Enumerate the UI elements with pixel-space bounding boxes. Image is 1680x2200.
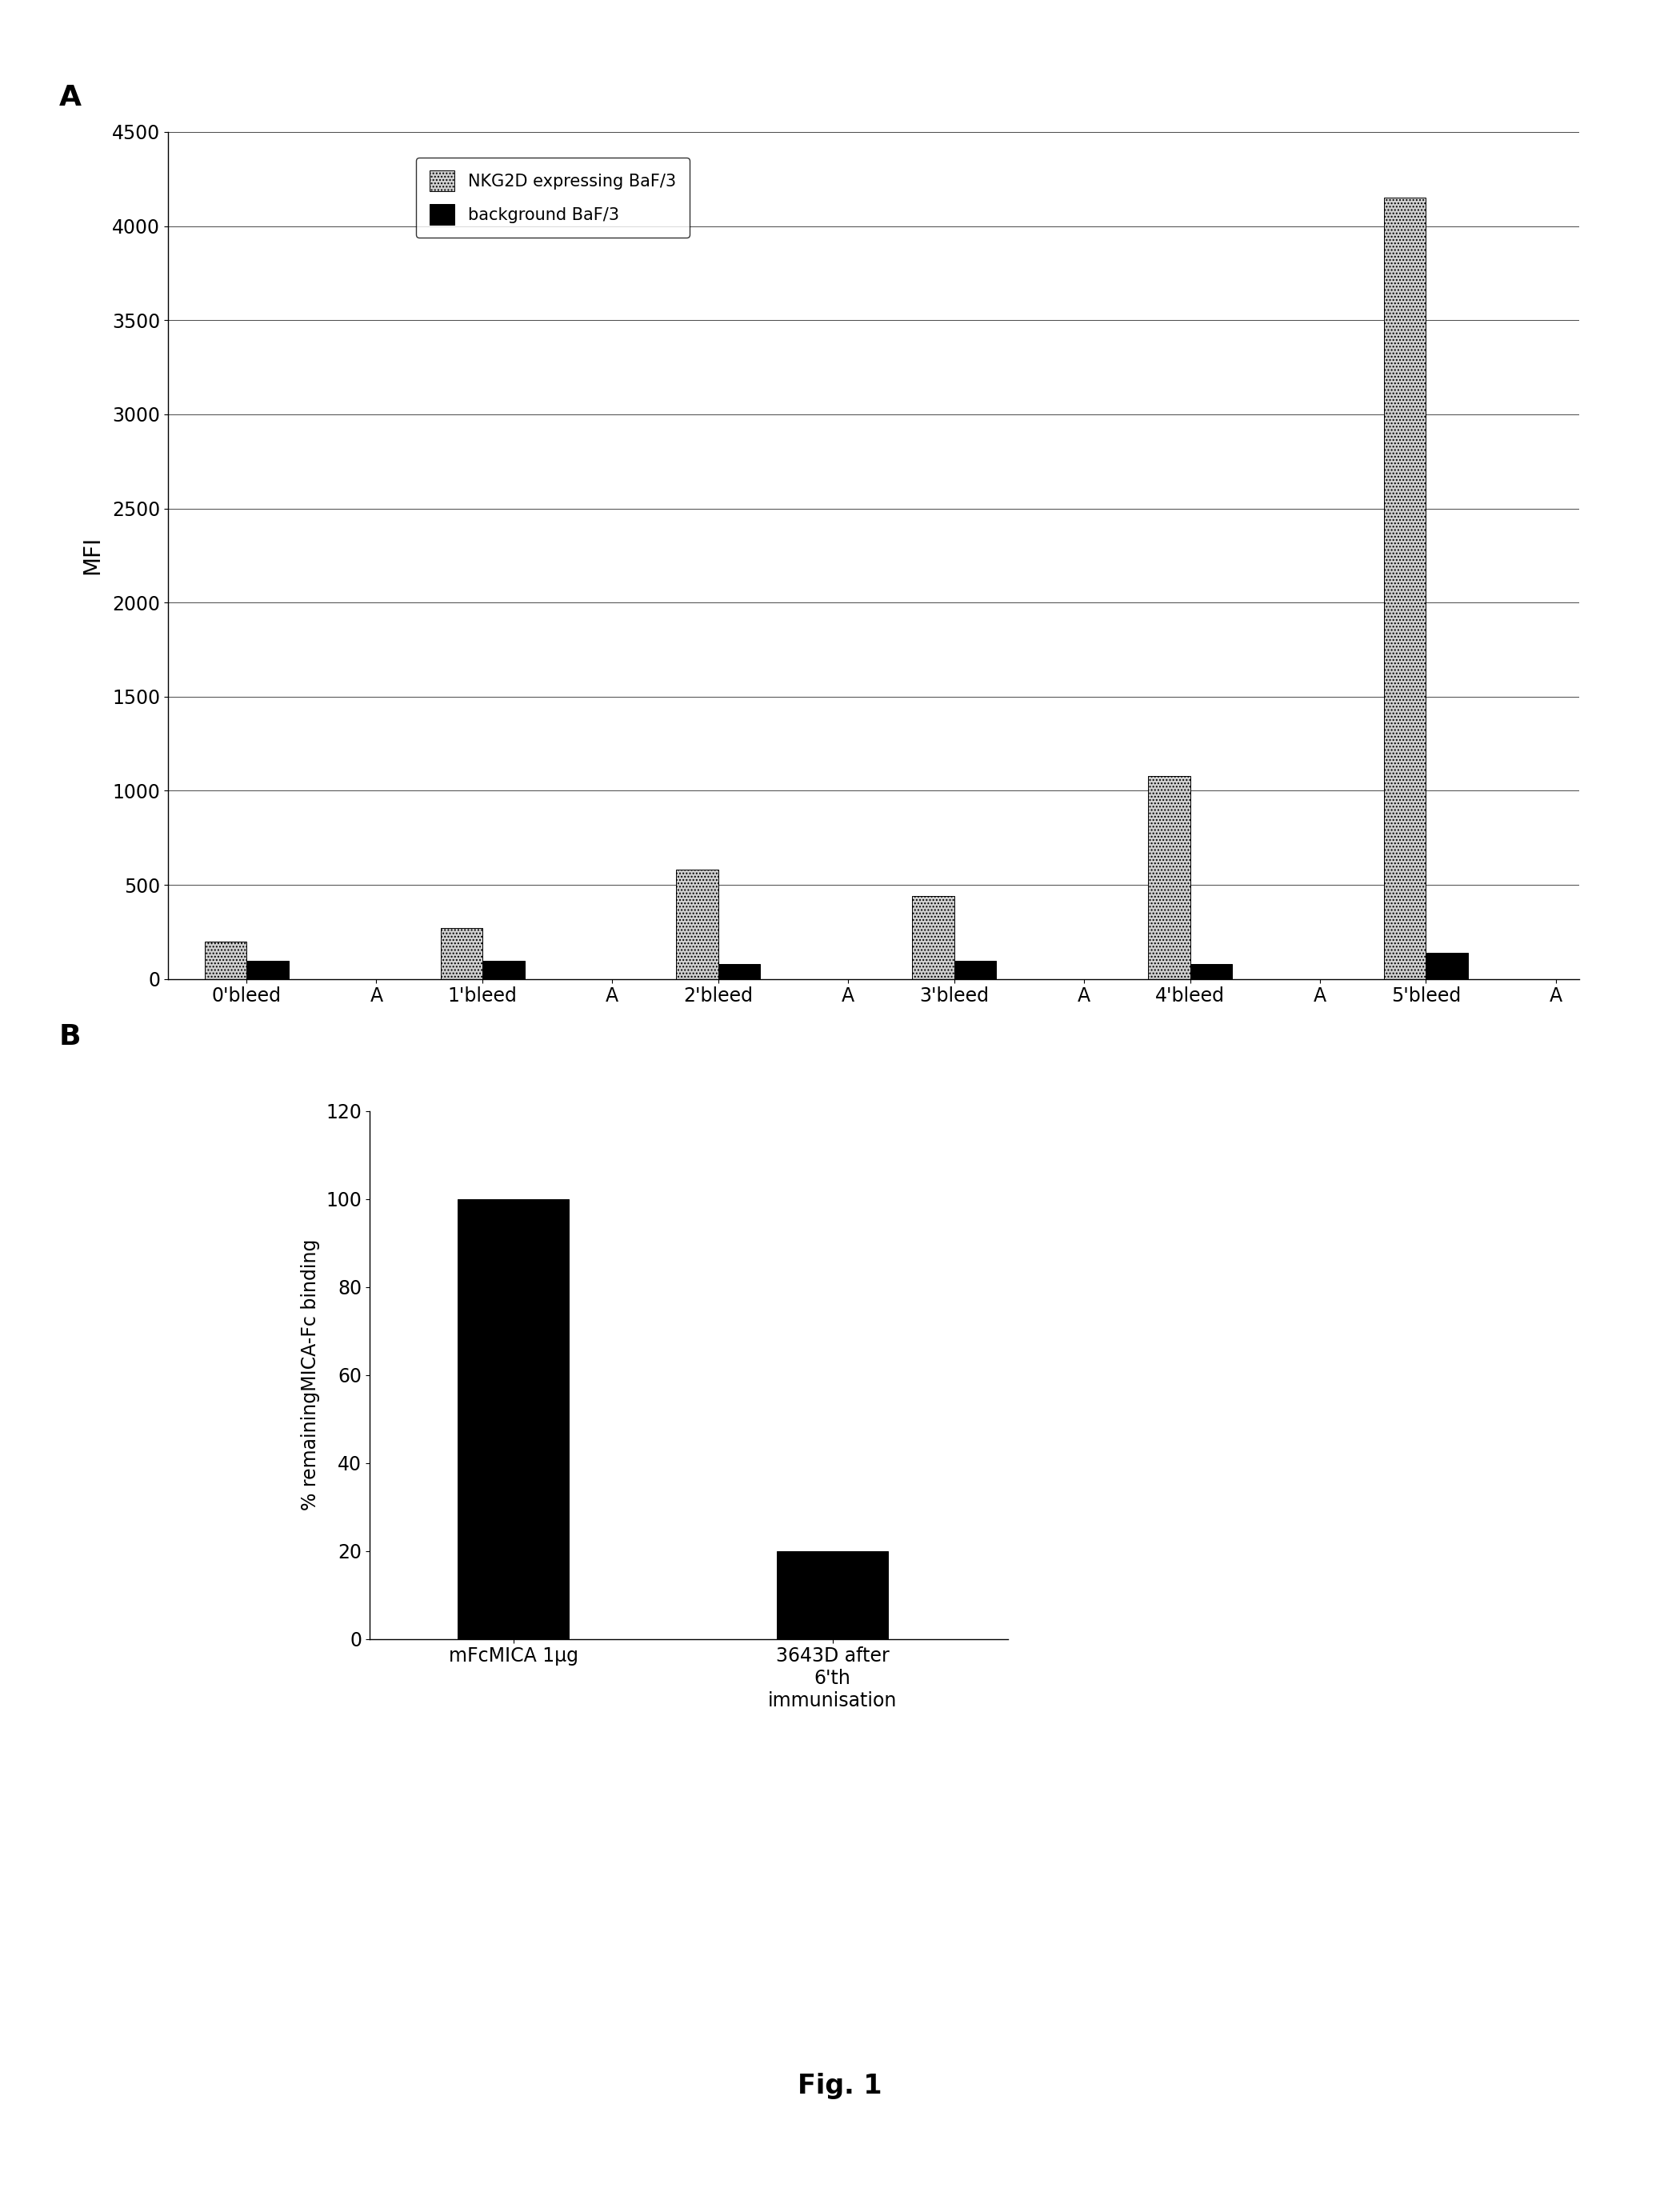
Bar xyxy=(1147,777,1189,979)
Text: Fig. 1: Fig. 1 xyxy=(798,2072,882,2099)
Y-axis label: % remainingMICA-Fc binding: % remainingMICA-Fc binding xyxy=(301,1239,321,1511)
Bar xyxy=(1426,953,1468,979)
Bar xyxy=(482,961,524,979)
Bar xyxy=(719,964,761,979)
Y-axis label: MFI: MFI xyxy=(81,537,102,574)
Bar xyxy=(1189,964,1231,979)
Bar xyxy=(776,1551,889,1639)
Text: B: B xyxy=(59,1023,81,1049)
Bar xyxy=(440,928,482,979)
Legend: NKG2D expressing BaF/3, background BaF/3: NKG2D expressing BaF/3, background BaF/3 xyxy=(417,156,689,238)
Bar xyxy=(457,1199,570,1639)
Bar xyxy=(1384,198,1426,979)
Bar xyxy=(912,895,954,979)
Bar xyxy=(677,869,719,979)
Text: A: A xyxy=(59,84,81,110)
Bar xyxy=(247,961,289,979)
Bar xyxy=(954,961,996,979)
Bar xyxy=(205,942,247,979)
